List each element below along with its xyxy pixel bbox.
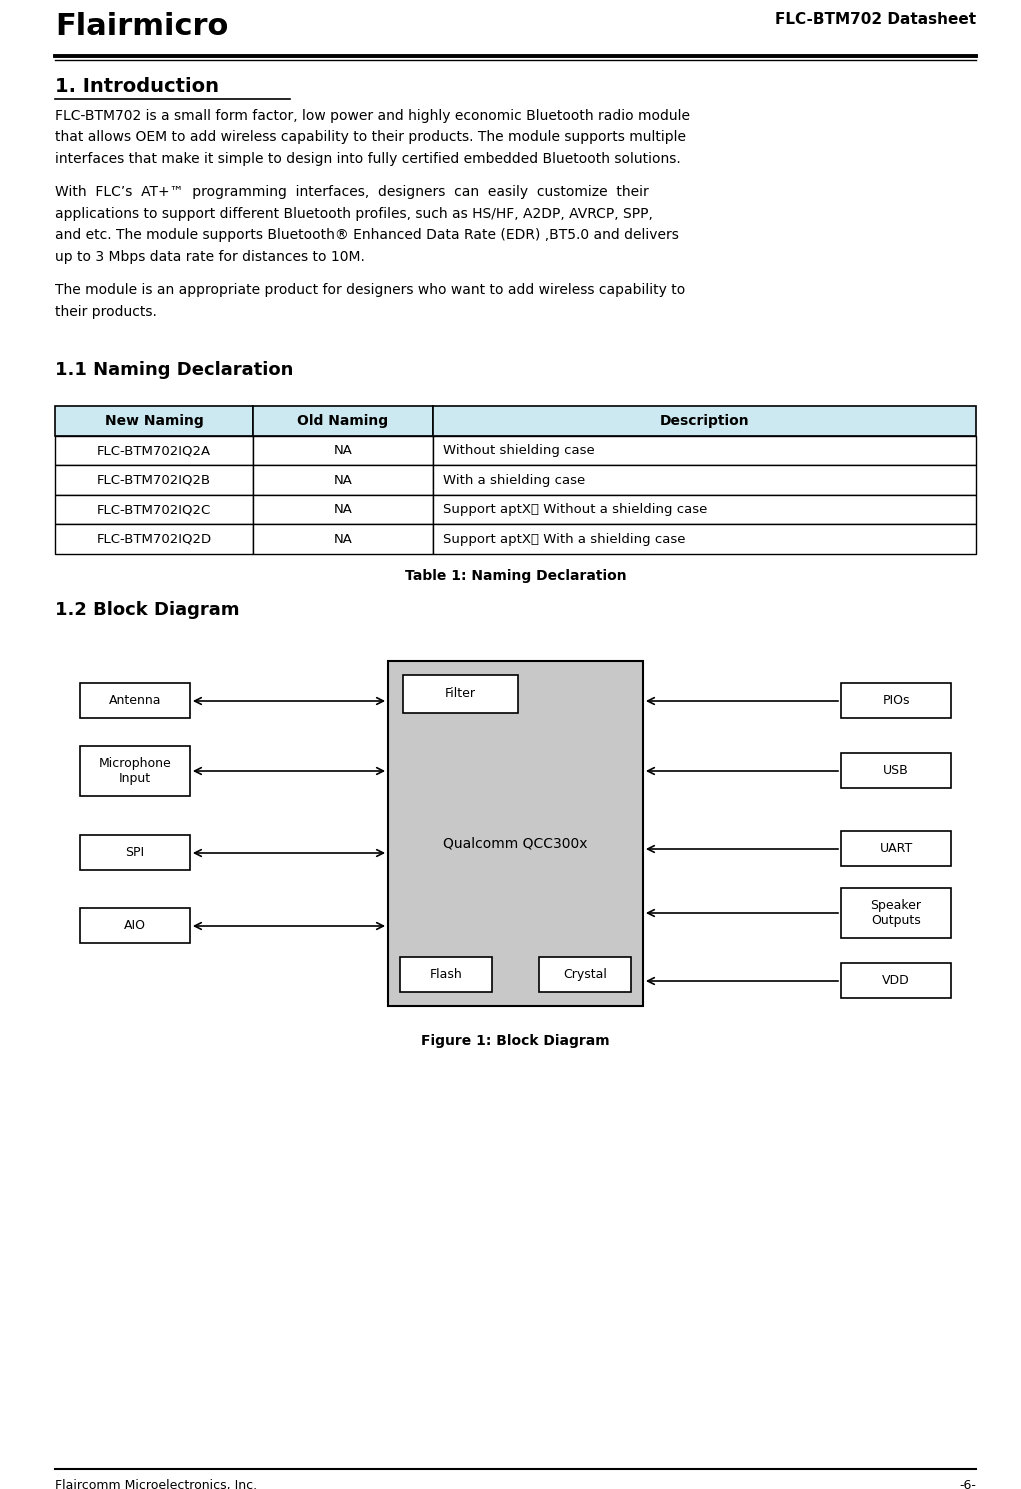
Text: FLC-BTM702IQ2D: FLC-BTM702IQ2D bbox=[96, 533, 211, 546]
Text: NA: NA bbox=[334, 444, 352, 457]
Text: FLC-BTM702IQ2A: FLC-BTM702IQ2A bbox=[97, 444, 211, 457]
Bar bbox=[55, 524, 253, 554]
Text: UART: UART bbox=[879, 843, 913, 856]
Text: Without shielding case: Without shielding case bbox=[443, 444, 594, 457]
Bar bbox=[80, 908, 190, 944]
Bar bbox=[433, 466, 976, 494]
Text: 1. Introduction: 1. Introduction bbox=[55, 77, 218, 95]
Bar bbox=[400, 957, 492, 992]
Text: FLC-BTM702 Datasheet: FLC-BTM702 Datasheet bbox=[775, 12, 976, 27]
Text: Support aptX； Without a shielding case: Support aptX； Without a shielding case bbox=[443, 503, 707, 517]
Text: Support aptX； With a shielding case: Support aptX； With a shielding case bbox=[443, 533, 685, 546]
Text: Qualcomm QCC300x: Qualcomm QCC300x bbox=[443, 837, 588, 850]
Bar bbox=[253, 406, 433, 436]
Bar bbox=[253, 466, 433, 494]
Text: NA: NA bbox=[334, 474, 352, 487]
Bar bbox=[55, 494, 253, 524]
Bar bbox=[55, 436, 253, 466]
Text: 1.1 Naming Declaration: 1.1 Naming Declaration bbox=[55, 362, 293, 380]
Text: FLC-BTM702IQ2C: FLC-BTM702IQ2C bbox=[97, 503, 211, 517]
Bar bbox=[55, 406, 253, 436]
Text: Flash: Flash bbox=[430, 968, 463, 981]
Bar bbox=[539, 957, 631, 992]
Bar bbox=[388, 661, 643, 1007]
Bar bbox=[253, 524, 433, 554]
Text: NA: NA bbox=[334, 503, 352, 517]
Bar bbox=[403, 675, 518, 713]
Text: up to 3 Mbps data rate for distances to 10M.: up to 3 Mbps data rate for distances to … bbox=[55, 250, 364, 264]
Text: NA: NA bbox=[334, 533, 352, 546]
Bar bbox=[80, 683, 190, 719]
Bar bbox=[433, 436, 976, 466]
Text: Description: Description bbox=[660, 414, 749, 429]
Text: their products.: their products. bbox=[55, 305, 157, 319]
Text: and etc. The module supports Bluetooth® Enhanced Data Rate (EDR) ,BT5.0 and deli: and etc. The module supports Bluetooth® … bbox=[55, 228, 679, 243]
Text: Crystal: Crystal bbox=[563, 968, 606, 981]
Text: Flaircomm Microelectronics, Inc.: Flaircomm Microelectronics, Inc. bbox=[55, 1479, 257, 1489]
Bar bbox=[841, 963, 951, 999]
Bar bbox=[841, 831, 951, 867]
Bar bbox=[433, 494, 976, 524]
Text: FLC-BTM702IQ2B: FLC-BTM702IQ2B bbox=[97, 474, 211, 487]
Text: -6-: -6- bbox=[959, 1479, 976, 1489]
Text: PIOs: PIOs bbox=[882, 694, 910, 707]
Text: Microphone
Input: Microphone Input bbox=[99, 756, 172, 785]
Text: New Naming: New Naming bbox=[104, 414, 203, 429]
Text: Old Naming: Old Naming bbox=[297, 414, 388, 429]
Text: The module is an appropriate product for designers who want to add wireless capa: The module is an appropriate product for… bbox=[55, 283, 685, 298]
Text: Filter: Filter bbox=[445, 688, 476, 700]
Text: Speaker
Outputs: Speaker Outputs bbox=[871, 899, 922, 928]
Text: SPI: SPI bbox=[126, 847, 145, 859]
Text: Flairmicro: Flairmicro bbox=[55, 12, 229, 42]
Text: With  FLC’s  AT+™  programming  interfaces,  designers  can  easily  customize  : With FLC’s AT+™ programming interfaces, … bbox=[55, 186, 648, 200]
Bar bbox=[253, 494, 433, 524]
Text: Antenna: Antenna bbox=[109, 694, 161, 707]
Bar bbox=[80, 835, 190, 871]
Bar bbox=[841, 753, 951, 789]
Text: applications to support different Bluetooth profiles, such as HS/HF, A2DP, AVRCP: applications to support different Blueto… bbox=[55, 207, 652, 220]
Text: Table 1: Naming Declaration: Table 1: Naming Declaration bbox=[404, 569, 626, 584]
Bar bbox=[253, 436, 433, 466]
Text: interfaces that make it simple to design into fully certified embedded Bluetooth: interfaces that make it simple to design… bbox=[55, 152, 681, 165]
Text: USB: USB bbox=[883, 764, 909, 777]
Text: With a shielding case: With a shielding case bbox=[443, 474, 585, 487]
Text: that allows OEM to add wireless capability to their products. The module support: that allows OEM to add wireless capabili… bbox=[55, 131, 686, 144]
Text: FLC-BTM702 is a small form factor, low power and highly economic Bluetooth radio: FLC-BTM702 is a small form factor, low p… bbox=[55, 109, 690, 124]
Bar bbox=[433, 406, 976, 436]
Text: Figure 1: Block Diagram: Figure 1: Block Diagram bbox=[422, 1033, 610, 1048]
Text: VDD: VDD bbox=[882, 974, 910, 987]
Text: 1.2 Block Diagram: 1.2 Block Diagram bbox=[55, 602, 240, 619]
Bar bbox=[55, 466, 253, 494]
Bar bbox=[841, 887, 951, 938]
Bar bbox=[841, 683, 951, 719]
Bar bbox=[80, 746, 190, 797]
Bar bbox=[433, 524, 976, 554]
Text: AIO: AIO bbox=[124, 920, 146, 932]
